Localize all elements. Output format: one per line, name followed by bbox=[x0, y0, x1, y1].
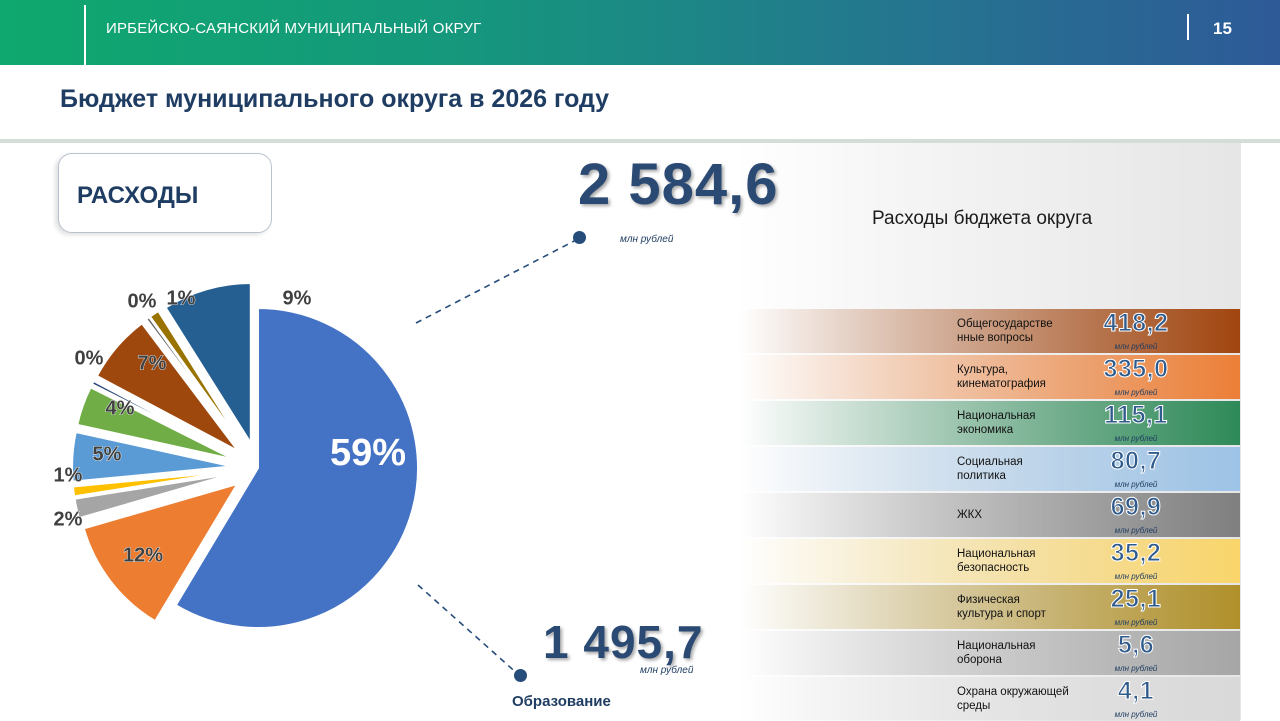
row-unit: млн рублей bbox=[1114, 342, 1158, 351]
pie-slice-label: 1% bbox=[54, 464, 83, 486]
section-card: РАСХОДЫ bbox=[58, 153, 272, 233]
pie-slice bbox=[95, 321, 240, 453]
total-connector-dot bbox=[573, 231, 586, 244]
education-value: 1 495,7 bbox=[543, 616, 704, 668]
row-value: 80,7 bbox=[1110, 447, 1162, 475]
page-title: Бюджет муниципального округа в 2026 году bbox=[60, 85, 610, 113]
pie-slice bbox=[90, 379, 236, 457]
row-label: ЖКХ bbox=[957, 509, 982, 521]
expenses-pie-chart: 59% 12% 2% 1% 5% 4% 0% 7% 0% 1% 9% bbox=[53, 282, 419, 629]
expense-row: Физическая культура и спорт 25,1 млн руб… bbox=[740, 585, 1240, 629]
expense-row: Охрана окружающей среды 4,1 млн рублей bbox=[740, 677, 1240, 721]
pie-slice bbox=[76, 385, 234, 461]
pie-slice-label: 4% bbox=[106, 397, 135, 419]
expense-row: Национальная безопасность 35,2 млн рубле… bbox=[740, 539, 1240, 583]
pie-slice bbox=[174, 306, 419, 629]
pie-slice bbox=[148, 309, 245, 448]
pie-slice-label: 2% bbox=[54, 508, 83, 530]
row-label: Национальная безопасность bbox=[957, 548, 1036, 574]
region-name: ИРБЕЙСКО-САЯНСКИЙ МУНИЦИПАЛЬНЫЙ ОКРУГ bbox=[106, 20, 482, 37]
pie-slice-label: 0% bbox=[128, 290, 157, 312]
expense-row: Национальная оборона 5,6 млн рублей bbox=[740, 631, 1240, 675]
row-value: 69,9 bbox=[1110, 493, 1162, 521]
row-label: Социальная политика bbox=[957, 456, 1023, 482]
row-value: 418,2 bbox=[1103, 309, 1169, 337]
pie-slice-label: 5% bbox=[93, 443, 122, 465]
section-label: РАСХОДЫ bbox=[77, 182, 199, 209]
expense-row: ЖКХ 69,9 млн рублей bbox=[740, 493, 1240, 537]
pie-slice bbox=[73, 472, 233, 520]
row-unit: млн рублей bbox=[1114, 434, 1158, 443]
expense-row: Социальная политика 80,7 млн рублей bbox=[740, 447, 1240, 491]
education-label: Образование bbox=[512, 693, 611, 710]
row-unit: млн рублей bbox=[1114, 526, 1158, 535]
pie-slice-label: 1% bbox=[167, 287, 196, 309]
row-unit: млн рублей bbox=[1114, 388, 1158, 397]
row-label: Культура, кинематография bbox=[957, 364, 1046, 390]
expense-row: Национальная экономика 115,1 млн рублей bbox=[740, 401, 1240, 445]
row-label: Охрана окружающей среды bbox=[957, 686, 1069, 712]
education-connector-dot bbox=[514, 669, 527, 682]
expense-row: Культура, кинематография 335,0 млн рубле… bbox=[740, 355, 1240, 399]
pie-slice-label: 0% bbox=[75, 347, 104, 369]
row-value: 4,1 bbox=[1117, 677, 1155, 705]
row-value: 115,1 bbox=[1104, 401, 1168, 429]
row-value: 25,1 bbox=[1110, 585, 1162, 613]
row-unit: млн рублей bbox=[1114, 664, 1158, 673]
row-unit: млн рублей bbox=[1114, 710, 1158, 719]
row-label: Национальная экономика bbox=[957, 410, 1036, 436]
row-value: 335,0 bbox=[1103, 355, 1169, 383]
row-value: 35,2 bbox=[1110, 539, 1162, 567]
pie-slice bbox=[71, 470, 233, 498]
header-divider bbox=[84, 5, 86, 65]
pie-slice bbox=[164, 282, 252, 447]
pie-slice bbox=[71, 430, 233, 483]
row-label: Общегосударстве нные вопросы bbox=[957, 318, 1053, 344]
title-divider bbox=[0, 139, 1280, 143]
row-unit: млн рублей bbox=[1114, 618, 1158, 627]
pie-slice-label: 59% bbox=[330, 432, 406, 474]
panel-title: Расходы бюджета округа bbox=[872, 208, 1093, 229]
row-unit: млн рублей bbox=[1114, 572, 1158, 581]
pie-slice-label: 9% bbox=[283, 287, 312, 309]
row-label: Национальная оборона bbox=[957, 640, 1036, 666]
page-number: 15 bbox=[1213, 19, 1232, 38]
row-label: Физическая культура и спорт bbox=[957, 594, 1046, 620]
row-unit: млн рублей bbox=[1114, 480, 1158, 489]
education-unit: млн рублей bbox=[640, 665, 694, 676]
row-value: 5,6 bbox=[1117, 631, 1155, 659]
expense-row: Общегосударстве нные вопросы 418,2 млн р… bbox=[740, 309, 1240, 353]
pie-slice bbox=[144, 315, 244, 448]
pie-slice-label: 12% bbox=[123, 544, 163, 566]
total-expenses-value: 2 584,6 bbox=[578, 152, 779, 217]
page-number-divider bbox=[1187, 14, 1189, 40]
total-expenses-unit: млн рублей bbox=[620, 234, 674, 245]
pie-slice-label: 7% bbox=[138, 352, 167, 374]
header-bar: ИРБЕЙСКО-САЯНСКИЙ МУНИЦИПАЛЬНЫЙ ОКРУГ 15 bbox=[0, 0, 1280, 65]
pie-slice bbox=[82, 482, 240, 623]
